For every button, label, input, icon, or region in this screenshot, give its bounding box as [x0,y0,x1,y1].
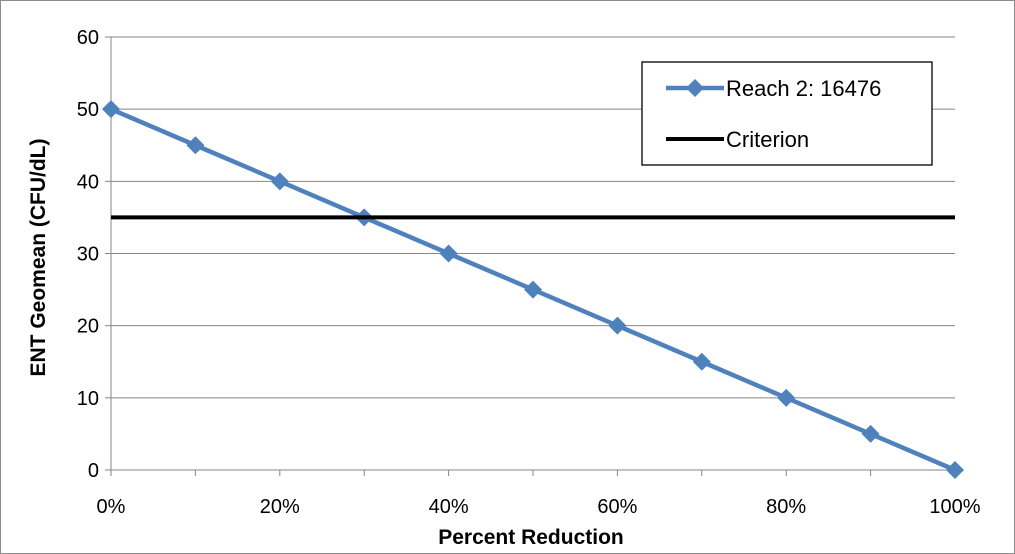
data-point-marker [861,424,880,443]
series-layer [102,100,964,479]
data-point-marker [777,388,796,407]
data-point-marker [608,316,627,335]
tick-labels: 0 10 20 30 40 50 60 0% 20% 40% 60% 80% 100% [77,27,981,518]
x-tick-label: 40% [429,496,469,518]
x-tick-label: 80% [766,496,806,518]
y-tick-label: 10 [77,388,99,410]
legend-entry-reach: Reach 2: 16476 [666,76,881,101]
gridlines [111,36,955,399]
y-tick-label: 60 [77,27,99,49]
data-point-marker [102,100,120,119]
legend-marker-reach [686,79,704,97]
y-tick-label: 0 [88,460,99,482]
legend-box [641,61,933,166]
legend-label-criterion: Criterion [726,127,809,152]
y-axis-title: ENT Geomean (CFU/dL) [27,138,50,376]
x-axis-title: Percent Reduction [438,526,624,549]
data-point-marker [186,136,205,155]
y-tick-label: 30 [77,244,99,266]
y-tick-label: 40 [77,171,99,193]
x-tick-label: 100% [929,496,980,518]
x-tick-label: 60% [597,496,637,518]
y-tick-label: 20 [77,316,99,338]
y-tick-label: 50 [77,99,99,121]
data-point-marker [439,244,458,263]
legend: Reach 2: 16476 Criterion [641,61,933,166]
x-tick-label: 0% [97,496,126,518]
legend-label-reach: Reach 2: 16476 [726,76,881,101]
x-tick-label: 20% [260,496,300,518]
data-point-marker [946,461,964,479]
data-point-marker [692,352,711,371]
legend-entry-criterion: Criterion [666,127,809,152]
data-point-marker [524,280,542,299]
data-point-marker [270,172,289,191]
